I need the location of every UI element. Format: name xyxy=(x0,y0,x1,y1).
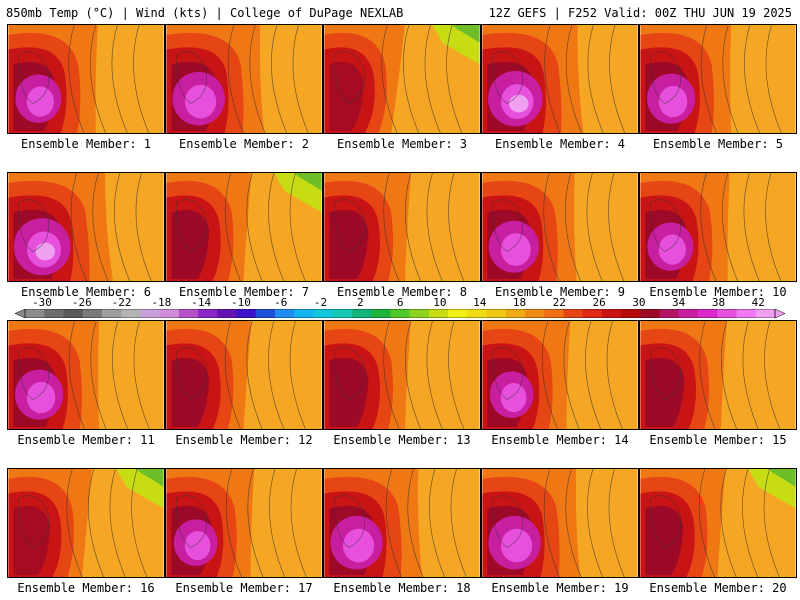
map-title: 850mb Temp (°C) | Wind (kts) | College o… xyxy=(6,6,404,20)
colorbar-tick-label: -30 xyxy=(32,296,52,309)
ensemble-member-label-20: Ensemble Member: 20 xyxy=(649,581,787,595)
colorbar-tick-label: -26 xyxy=(71,296,92,309)
colorbar-tick-label: 6 xyxy=(396,296,404,309)
ensemble-member-label-11: Ensemble Member: 11 xyxy=(17,433,155,447)
colorbar-tick-label: -6 xyxy=(274,296,288,309)
ensemble-map-17 xyxy=(165,468,323,578)
ensemble-map-16 xyxy=(7,468,165,578)
colorbar-tick-label: 10 xyxy=(433,296,447,309)
colorbar-tick-label: 38 xyxy=(711,296,726,309)
colorbar-tick-label: -2 xyxy=(313,296,328,309)
ensemble-map-19 xyxy=(481,468,639,578)
ensemble-map-8 xyxy=(323,172,481,282)
ensemble-map-4 xyxy=(481,24,639,134)
ensemble-map-7 xyxy=(165,172,323,282)
ensemble-map-5 xyxy=(639,24,797,134)
ensemble-member-label-10: Ensemble Member: 10 xyxy=(649,285,787,299)
colorbar-tick-label: 18 xyxy=(512,296,527,309)
temperature-colorbar xyxy=(15,309,785,318)
colorbar-tick-label: -10 xyxy=(231,296,251,309)
ensemble-member-label-13: Ensemble Member: 13 xyxy=(333,433,471,447)
ensemble-map-15 xyxy=(639,320,797,430)
colorbar-tick-label: 14 xyxy=(473,296,487,309)
ensemble-map-9 xyxy=(481,172,639,282)
ensemble-map-14 xyxy=(481,320,639,430)
ensemble-member-label-16: Ensemble Member: 16 xyxy=(17,581,155,595)
ensemble-map-3 xyxy=(323,24,481,134)
colorbar-tick-label: 30 xyxy=(632,296,646,309)
ensemble-member-label-6: Ensemble Member: 6 xyxy=(20,285,152,299)
colorbar-tick-label: -18 xyxy=(151,296,172,309)
colorbar-tick-label: 34 xyxy=(672,296,686,309)
ensemble-map-20 xyxy=(639,468,797,578)
ensemble-map-6 xyxy=(7,172,165,282)
ensemble-member-label-15: Ensemble Member: 15 xyxy=(649,433,787,447)
ensemble-member-label-12: Ensemble Member: 12 xyxy=(175,433,313,447)
ensemble-member-label-19: Ensemble Member: 19 xyxy=(491,581,629,595)
colorbar-tick-label: 22 xyxy=(552,296,566,309)
ensemble-map-13 xyxy=(323,320,481,430)
ensemble-member-label-3: Ensemble Member: 3 xyxy=(336,137,468,151)
ensemble-member-label-17: Ensemble Member: 17 xyxy=(175,581,313,595)
colorbar-tick-label: 26 xyxy=(592,296,606,309)
ensemble-member-label-7: Ensemble Member: 7 xyxy=(178,285,310,299)
ensemble-member-label-1: Ensemble Member: 1 xyxy=(20,137,152,151)
ensemble-member-label-18: Ensemble Member: 18 xyxy=(333,581,471,595)
ensemble-map-11 xyxy=(7,320,165,430)
ensemble-member-label-14: Ensemble Member: 14 xyxy=(491,433,629,447)
ensemble-member-label-2: Ensemble Member: 2 xyxy=(178,137,310,151)
ensemble-map-18 xyxy=(323,468,481,578)
ensemble-member-label-8: Ensemble Member: 8 xyxy=(336,285,468,299)
colorbar-tick-label: -22 xyxy=(111,296,132,309)
ensemble-member-label-9: Ensemble Member: 9 xyxy=(494,285,626,299)
ensemble-member-label-4: Ensemble Member: 4 xyxy=(494,137,626,151)
ensemble-map-12 xyxy=(165,320,323,430)
colorbar-tick-label: -14 xyxy=(191,296,212,309)
run-valid-time: 12Z GEFS | F252 Valid: 00Z THU JUN 19 20… xyxy=(488,6,792,20)
colorbar-tick-label: 2 xyxy=(357,296,364,309)
ensemble-member-label-5: Ensemble Member: 5 xyxy=(652,137,784,151)
ensemble-map-10 xyxy=(639,172,797,282)
ensemble-map-1 xyxy=(7,24,165,134)
ensemble-map-2 xyxy=(165,24,323,134)
colorbar-tick-label: 42 xyxy=(751,296,765,309)
